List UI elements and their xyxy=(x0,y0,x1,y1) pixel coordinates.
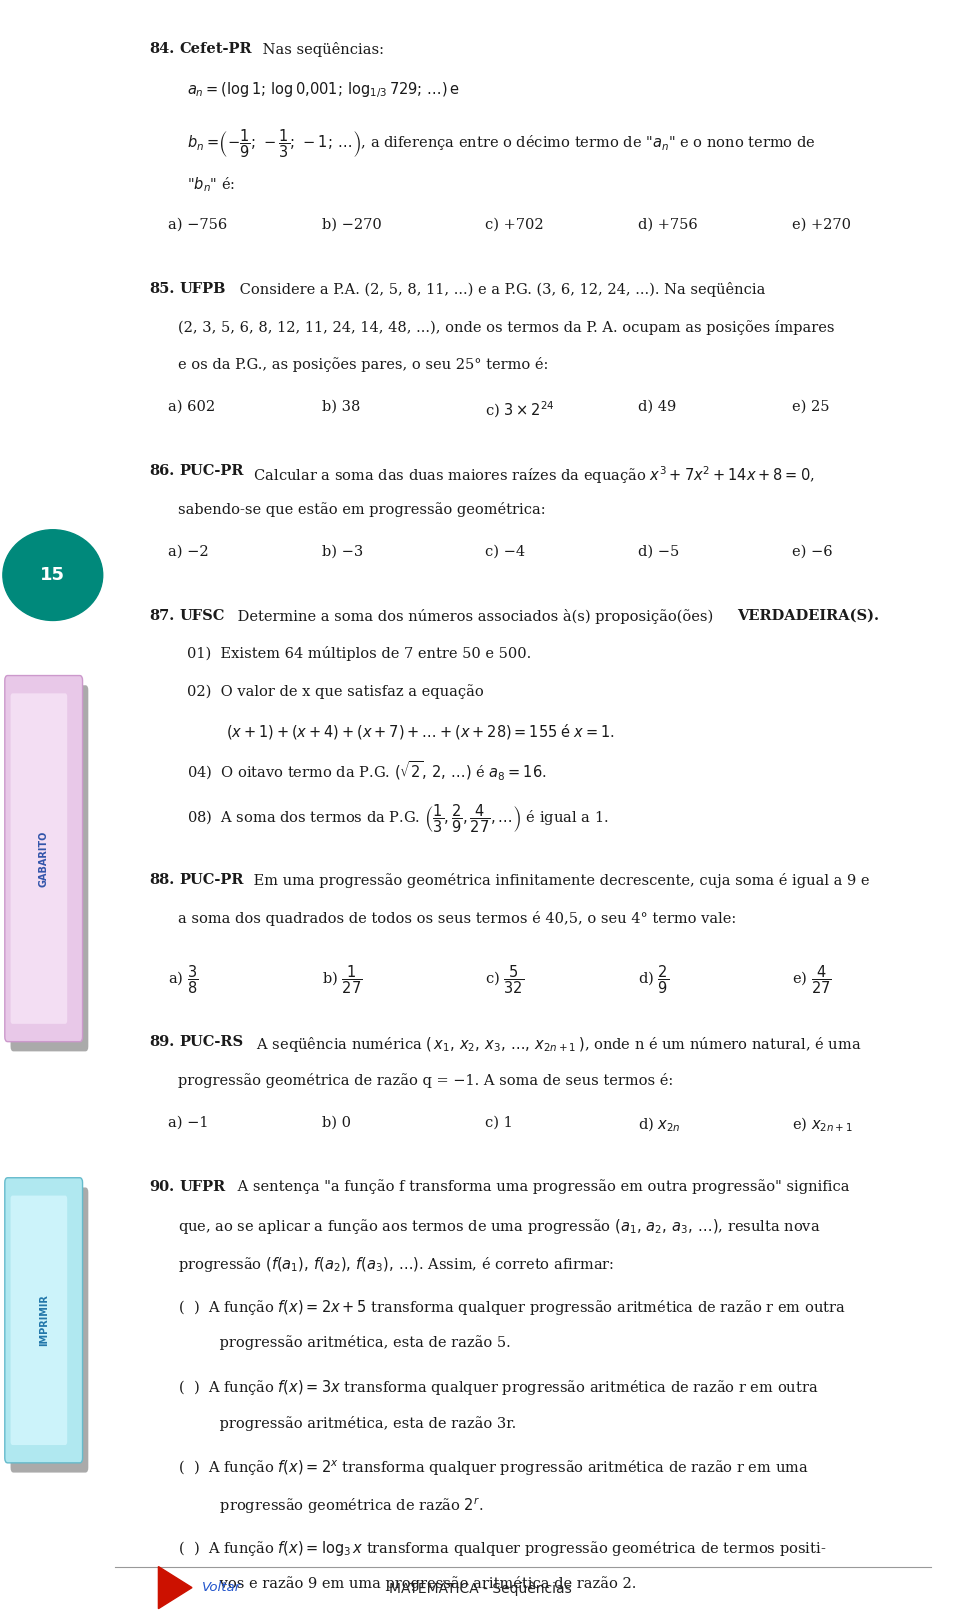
Text: Calcular a soma das duas maiores raízes da equação $x^3 + 7x^2 + 14x + 8 = 0$,: Calcular a soma das duas maiores raízes … xyxy=(249,465,814,486)
Text: c) 1: c) 1 xyxy=(485,1115,513,1129)
Text: e) $\dfrac{4}{27}$: e) $\dfrac{4}{27}$ xyxy=(792,964,831,996)
Text: Determine a soma dos números associados à(s) proposição(ões): Determine a soma dos números associados … xyxy=(233,609,718,624)
Text: d) +756: d) +756 xyxy=(638,217,698,232)
Text: b) −270: b) −270 xyxy=(322,217,381,232)
Text: 08)  A soma dos termos da P.G. $\left(\dfrac{1}{3},\dfrac{2}{9},\dfrac{4}{27},\l: 08) A soma dos termos da P.G. $\left(\df… xyxy=(187,802,609,834)
Text: 02)  O valor de x que satisfaz a equação: 02) O valor de x que satisfaz a equação xyxy=(187,684,484,698)
Text: 90.: 90. xyxy=(149,1179,174,1194)
Text: a) −2: a) −2 xyxy=(168,544,208,559)
Text: a soma dos quadrados de todos os seus termos é 40,5, o seu 4° termo vale:: a soma dos quadrados de todos os seus te… xyxy=(178,910,736,927)
Text: e) +270: e) +270 xyxy=(792,217,851,232)
Text: progressão $(f(a_1),\,f(a_2),\,f(a_3),\,\ldots)$. Assim, é correto afirmar:: progressão $(f(a_1),\,f(a_2),\,f(a_3),\,… xyxy=(178,1256,613,1273)
Text: UFSC: UFSC xyxy=(180,609,225,622)
Text: Nas seqüências:: Nas seqüências: xyxy=(258,42,384,57)
FancyBboxPatch shape xyxy=(11,1196,67,1445)
FancyBboxPatch shape xyxy=(5,676,83,1042)
Text: 88.: 88. xyxy=(149,873,174,888)
Text: progressão geométrica de razão q = −1. A soma de seus termos é:: progressão geométrica de razão q = −1. A… xyxy=(178,1072,673,1087)
Text: a) −756: a) −756 xyxy=(168,217,228,232)
Text: d) $\dfrac{2}{9}$: d) $\dfrac{2}{9}$ xyxy=(638,964,669,996)
Text: progressão aritmética, esta de razão 3r.: progressão aritmética, esta de razão 3r. xyxy=(178,1416,516,1430)
Text: d) −5: d) −5 xyxy=(638,544,680,559)
Text: progressão geométrica de razão $2^r$.: progressão geométrica de razão $2^r$. xyxy=(178,1495,483,1516)
Text: b) 0: b) 0 xyxy=(322,1115,350,1129)
Text: $b_n = \!\left(-\dfrac{1}{9};\,-\dfrac{1}{3};\,-1;\,\ldots\right)$, a diferença : $b_n = \!\left(-\dfrac{1}{9};\,-\dfrac{1… xyxy=(187,128,816,160)
FancyBboxPatch shape xyxy=(11,685,88,1051)
Text: (2, 3, 5, 6, 8, 12, 11, 24, 14, 48, ...), onde os termos da P. A. ocupam as posi: (2, 3, 5, 6, 8, 12, 11, 24, 14, 48, ...)… xyxy=(178,319,834,335)
Text: vos e razão 9 em uma progressão aritmética de razão 2.: vos e razão 9 em uma progressão aritméti… xyxy=(178,1576,636,1591)
Text: Cefet-PR: Cefet-PR xyxy=(180,42,252,57)
Text: A seqüência numérica $(\,x_1,\,x_2,\,x_3,\,\ldots,\,x_{2n+1}\,)$, onde n é um nú: A seqüência numérica $(\,x_1,\,x_2,\,x_3… xyxy=(252,1035,861,1055)
Text: UFPR: UFPR xyxy=(180,1179,226,1194)
Text: 87.: 87. xyxy=(149,609,174,622)
Text: PUC-RS: PUC-RS xyxy=(180,1035,244,1050)
Text: PUC-PR: PUC-PR xyxy=(180,465,244,478)
Text: (  )  A função $f(x) = 3x$ transforma qualquer progressão aritmética de razão r : ( ) A função $f(x) = 3x$ transforma qual… xyxy=(178,1379,818,1396)
FancyBboxPatch shape xyxy=(5,1178,83,1463)
Text: que, ao se aplicar a função aos termos de uma progressão $(a_1,\,a_2,\,a_3,\,\ld: que, ao se aplicar a função aos termos d… xyxy=(178,1217,820,1236)
Text: a) −1: a) −1 xyxy=(168,1115,208,1129)
Text: A sentença "a função f transforma uma progressão em outra progressão" significa: A sentença "a função f transforma uma pr… xyxy=(233,1179,850,1194)
Text: (  )  A função $f(x) = 2x + 5$ transforma qualquer progressão aritmética de razã: ( ) A função $f(x) = 2x + 5$ transforma … xyxy=(178,1298,846,1317)
Text: VERDADEIRA(S).: VERDADEIRA(S). xyxy=(737,609,879,622)
Text: "$b_n$" é:: "$b_n$" é: xyxy=(187,175,235,194)
Text: 85.: 85. xyxy=(149,282,174,296)
Text: a) $\dfrac{3}{8}$: a) $\dfrac{3}{8}$ xyxy=(168,964,199,996)
Text: d) 49: d) 49 xyxy=(638,400,677,415)
Text: c) −4: c) −4 xyxy=(485,544,525,559)
Text: Em uma progressão geométrica infinitamente decrescente, cuja soma é igual a 9 e: Em uma progressão geométrica infinitamen… xyxy=(249,873,869,888)
Text: d) $x_{2n}$: d) $x_{2n}$ xyxy=(638,1115,681,1134)
Polygon shape xyxy=(158,1567,192,1609)
Text: 84.: 84. xyxy=(149,42,174,57)
Text: 01)  Existem 64 múltiplos de 7 entre 50 e 500.: 01) Existem 64 múltiplos de 7 entre 50 e… xyxy=(187,646,532,661)
Text: sabendo-se que estão em progressão geométrica:: sabendo-se que estão em progressão geomé… xyxy=(178,502,545,517)
Text: 86.: 86. xyxy=(149,465,174,478)
FancyBboxPatch shape xyxy=(11,1187,88,1473)
Text: e os da P.G., as posições pares, o seu 25° termo é:: e os da P.G., as posições pares, o seu 2… xyxy=(178,358,548,373)
Text: b) −3: b) −3 xyxy=(322,544,363,559)
Text: e) −6: e) −6 xyxy=(792,544,832,559)
Text: 15: 15 xyxy=(40,565,65,585)
Text: progressão aritmética, esta de razão 5.: progressão aritmética, esta de razão 5. xyxy=(178,1335,511,1349)
Text: MATEMÁTICA - Seqüências: MATEMÁTICA - Seqüências xyxy=(389,1580,571,1596)
Text: $a_n = (\log 1;\,\log 0{,}001;\,\log_{1/3} 729;\,\ldots)\,\mathrm{e}$: $a_n = (\log 1;\,\log 0{,}001;\,\log_{1/… xyxy=(187,79,460,100)
Text: a) 602: a) 602 xyxy=(168,400,215,415)
Text: c) +702: c) +702 xyxy=(485,217,543,232)
Text: $(x + 1) + (x + 4) + (x + 7) + \ldots + (x + 28) = 155\;\text{é}\;x = 1$.: $(x + 1) + (x + 4) + (x + 7) + \ldots + … xyxy=(226,721,614,740)
Text: IMPRIMIR: IMPRIMIR xyxy=(38,1294,49,1346)
Text: 04)  O oitavo termo da P.G. $(\sqrt{2},\,2,\,\ldots)$ é $a_8 = 16$.: 04) O oitavo termo da P.G. $(\sqrt{2},\,… xyxy=(187,760,547,782)
Text: (  )  A função $f(x) = 2^x$ transforma qualquer progressão aritmética de razão r: ( ) A função $f(x) = 2^x$ transforma qua… xyxy=(178,1458,808,1477)
Text: c) $\dfrac{5}{32}$: c) $\dfrac{5}{32}$ xyxy=(485,964,524,996)
Text: b) 38: b) 38 xyxy=(322,400,360,415)
Text: c) $3\times 2^{24}$: c) $3\times 2^{24}$ xyxy=(485,400,555,421)
Text: e) $x_{2n+1}$: e) $x_{2n+1}$ xyxy=(792,1115,852,1134)
Text: PUC-PR: PUC-PR xyxy=(180,873,244,888)
Text: 89.: 89. xyxy=(149,1035,174,1050)
Text: GABARITO: GABARITO xyxy=(38,831,49,886)
Text: UFPB: UFPB xyxy=(180,282,226,296)
FancyBboxPatch shape xyxy=(11,693,67,1024)
Text: Voltar: Voltar xyxy=(202,1581,241,1594)
Text: Considere a P.A. (2, 5, 8, 11, ...) e a P.G. (3, 6, 12, 24, ...). Na seqüência: Considere a P.A. (2, 5, 8, 11, ...) e a … xyxy=(235,282,765,296)
Text: e) 25: e) 25 xyxy=(792,400,829,415)
Text: (  )  A função $f(x) = \log_3 x$ transforma qualquer progressão geométrica de te: ( ) A função $f(x) = \log_3 x$ transform… xyxy=(178,1539,826,1557)
Text: b) $\dfrac{1}{27}$: b) $\dfrac{1}{27}$ xyxy=(322,964,362,996)
Ellipse shape xyxy=(3,530,103,620)
